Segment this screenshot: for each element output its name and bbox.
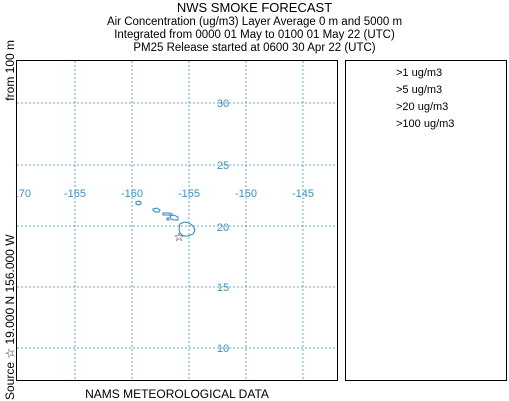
longitude-labels: -170 -165 -160 -155 -150 -145	[17, 188, 314, 200]
oahu-island	[152, 207, 161, 213]
latitude-gridlines	[17, 102, 337, 349]
lon-label: -145	[292, 188, 314, 200]
legend-item: >100 ug/m3	[396, 118, 455, 130]
lat-label: 10	[217, 343, 229, 355]
concentration-subtitle: Air Concentration (ug/m3) Layer Average …	[106, 16, 403, 28]
meteorological-data-label: NAMS METEOROLOGICAL DATA	[85, 387, 269, 401]
lat-label: 15	[217, 282, 229, 294]
lanai-island	[166, 217, 170, 221]
star-icon: ☆	[174, 230, 185, 244]
legend-item: >20 ug/m3	[396, 101, 449, 113]
legend-item: >1 ug/m3	[396, 67, 443, 79]
maui-island	[169, 214, 179, 221]
molokai-island	[162, 212, 174, 216]
map-panel: -170 -165 -160 -155 -150 -145 30 25 20 1…	[16, 60, 338, 381]
longitude-gridlines	[74, 61, 304, 380]
lon-label: -160	[121, 188, 143, 200]
integration-subtitle: Integrated from 0000 01 May to 0100 01 M…	[114, 29, 395, 41]
lon-label: -165	[64, 188, 86, 200]
map-canvas: -170 -165 -160 -155 -150 -145 30 25 20 1…	[17, 61, 337, 380]
lat-label: 25	[217, 160, 229, 172]
kauai-island	[135, 200, 142, 206]
lon-label: -150	[235, 188, 257, 200]
legend-panel: >1 ug/m3 >5 ug/m3 >20 ug/m3 >100 ug/m3	[345, 60, 507, 381]
lat-label: 20	[217, 222, 229, 234]
big-island	[178, 221, 196, 237]
lon-label: -155	[178, 188, 200, 200]
legend-item: >5 ug/m3	[396, 84, 443, 96]
release-subtitle: PM25 Release started at 0600 30 Apr 22 (…	[133, 42, 376, 54]
latitude-labels: 30 25 20 15 10	[217, 98, 229, 355]
hawaii-coastline	[135, 200, 196, 237]
lat-label: 30	[217, 98, 229, 110]
map-title: NWS SMOKE FORECAST	[176, 0, 333, 15]
lon-label: -170	[17, 188, 31, 200]
